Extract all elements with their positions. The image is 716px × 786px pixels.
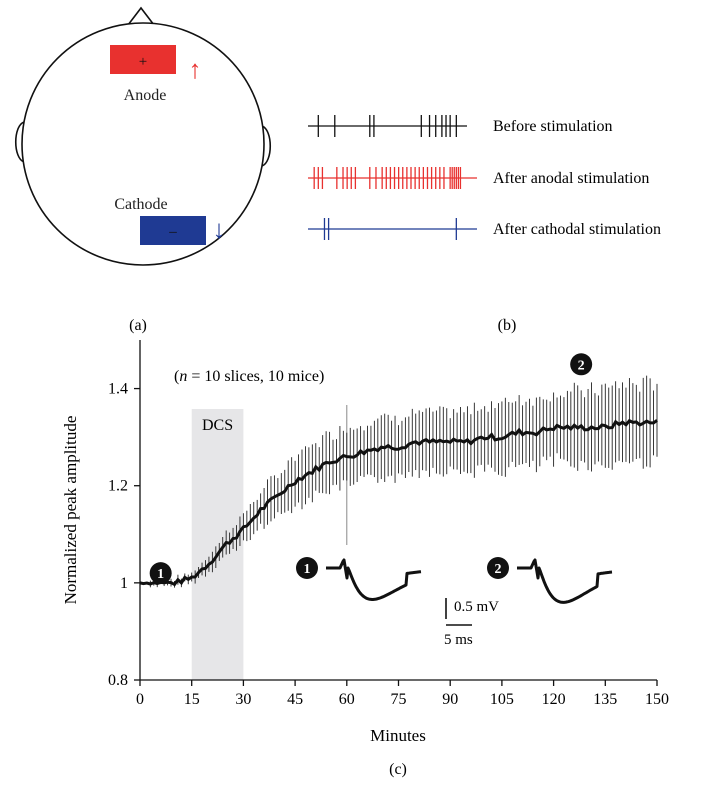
timepoint-marker-2: 2 [570, 353, 593, 376]
inset-number: 2 [495, 562, 502, 577]
spike-group [323, 218, 457, 240]
x-tick-label: 0 [136, 691, 144, 708]
head-right-ear [261, 125, 272, 167]
scale-bar-amplitude: 0.5 mV [454, 599, 499, 615]
y-axis-label: Normalized peak amplitude [61, 416, 80, 605]
x-tick-label: 45 [287, 691, 303, 708]
y-tick-label: 0.8 [108, 672, 128, 689]
timepoint-marker-1: 1 [149, 562, 172, 585]
anode-symbol: + [139, 54, 147, 70]
marker-number: 1 [157, 567, 164, 582]
dcs-label: DCS [202, 417, 233, 434]
cathode-symbol: – [168, 224, 177, 240]
head-nose [127, 6, 155, 26]
anode-label: Anode [124, 87, 167, 104]
y-tick-label: 1.4 [108, 381, 128, 398]
marker-badge [149, 562, 172, 585]
panel-b: Before stimulation After anodal stimulat… [308, 115, 661, 334]
head-outline [21, 22, 265, 266]
x-tick-label: 75 [391, 691, 407, 708]
panel-b-label: (b) [498, 317, 517, 334]
x-tick-label: 15 [184, 691, 200, 708]
panel-c: DCS (n = 10 slices, 10 mice) 0 15 30 45 60 75… [61, 340, 669, 778]
inset-badge [296, 557, 318, 579]
head-left-ear [14, 121, 25, 163]
marker-number: 2 [578, 358, 585, 373]
row-label-cathodal: After cathodal stimulation [493, 221, 661, 238]
marker-badge [570, 353, 593, 376]
cathode-label: Cathode [114, 196, 167, 213]
x-tick-label: 150 [645, 691, 669, 708]
spike-group [317, 115, 457, 137]
x-tick-label: 120 [542, 691, 566, 708]
inset-badge [487, 557, 509, 579]
arrow-down-icon: ↓ [213, 215, 226, 244]
dcs-shaded-region [191, 409, 244, 680]
panel-c-label: (c) [389, 761, 407, 778]
x-tick-label: 60 [339, 691, 355, 708]
x-tick-label: 30 [235, 691, 251, 708]
row-label-before: Before stimulation [493, 118, 613, 135]
x-axis: 0 15 30 45 60 75 90 105 120 135 150 Minutes [136, 679, 669, 745]
mean-amplitude-line [139, 418, 658, 587]
fepsp-trace [325, 558, 422, 601]
y-axis: 0.8 1 1.2 1.4 Normalized peak amplitude [61, 340, 141, 689]
sample-size-annotation: (n = 10 slices, 10 mice) [174, 368, 324, 385]
arrow-up-icon: ↑ [189, 55, 202, 84]
fepsp-trace [516, 558, 613, 604]
row-label-anodal: After anodal stimulation [493, 170, 649, 187]
x-axis-label: Minutes [370, 726, 426, 745]
y-ticks: 0.8 1 1.2 1.4 [108, 381, 140, 689]
panel-a: + Anode ↑ Cathode – ↓ (a) [14, 6, 272, 334]
inset-trace-2: 2 [487, 557, 613, 604]
y-tick-label: 1 [120, 575, 128, 592]
anode-electrode [110, 45, 176, 74]
spike-group [313, 167, 462, 189]
x-tick-label: 90 [442, 691, 458, 708]
panel-a-label: (a) [129, 317, 147, 334]
scale-bar-time: 5 ms [444, 632, 473, 648]
x-ticks: 0 15 30 45 60 75 90 105 120 135 150 [136, 680, 669, 708]
spike-train-cathodal: After cathodal stimulation [308, 218, 661, 240]
x-tick-label: 135 [593, 691, 617, 708]
spike-train-before: Before stimulation [308, 115, 613, 137]
cathode-electrode [140, 216, 206, 245]
x-tick-label: 105 [490, 691, 514, 708]
y-tick-label: 1.2 [108, 478, 128, 495]
scale-bar: 0.5 mV 5 ms [444, 598, 499, 648]
spike-train-anodal: After anodal stimulation [308, 167, 649, 189]
inset-trace-1: 1 [296, 557, 422, 601]
inset-number: 1 [304, 562, 311, 577]
